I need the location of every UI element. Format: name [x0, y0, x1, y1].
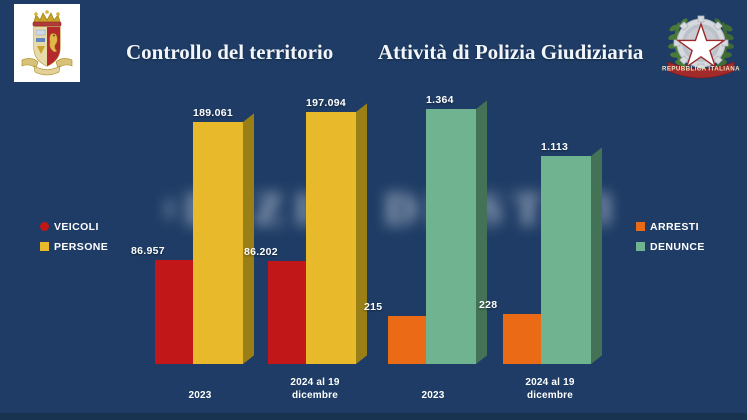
legend-item-persone: PERSONE — [40, 240, 108, 253]
legend-left: VEICOLI PERSONE — [40, 220, 108, 253]
legend-swatch-veicoli-icon — [40, 222, 49, 231]
category-text: 2023 — [188, 390, 212, 401]
bar-denunce-2023: 1.364 — [426, 94, 487, 365]
legend-swatch-arresti-icon — [636, 222, 645, 231]
legend-label-veicoli: VEICOLI — [54, 220, 99, 233]
bar-value-veicoli-2023: 86.957 — [131, 245, 165, 257]
chart-title-right: Attività di Polizia Giudiziaria — [378, 40, 644, 64]
legend-item-denunce: DENUNCE — [636, 240, 705, 253]
svg-text:REPUBBLICA ITALIANA: REPUBBLICA ITALIANA — [662, 66, 740, 73]
bar-persone-2024: 197.094 — [306, 97, 367, 365]
category-label-2023-right: 2023 — [378, 389, 488, 402]
bottom-edge-strip — [0, 413, 747, 420]
bar-value-persone-2023: 189.061 — [193, 107, 234, 119]
chart-controllo-del-territorio: 86.957 189.061 86.202 197.094 2023 — [100, 0, 380, 420]
legend-label-denunce: DENUNCE — [650, 240, 705, 253]
category-text-line2: dicembre — [526, 390, 574, 401]
bar-value-persone-2024: 197.094 — [306, 97, 347, 109]
category-text-line2: dicembre — [291, 390, 339, 401]
category-label-2024-left: 2024 al 19 dicembre — [260, 376, 370, 402]
category-label-2023-left: 2023 — [145, 389, 255, 402]
legend-label-persone: PERSONE — [54, 240, 109, 253]
polizia-di-stato-emblem — [14, 4, 80, 82]
legend-item-veicoli: VEICOLI — [40, 220, 108, 233]
bar-value-arresti-2023: 215 — [364, 301, 383, 313]
legend-label-arresti: ARRESTI — [650, 220, 699, 233]
repubblica-italiana-emblem: REPUBBLICA ITALIANA — [658, 2, 744, 92]
legend-right: ARRESTI DENUNCE — [636, 220, 705, 253]
legend-swatch-denunce-icon — [636, 242, 645, 251]
category-text-line1: 2024 al 19 — [525, 377, 575, 388]
chart-attivita-polizia-giudiziaria: 215 1.364 228 1.113 2023 2024 al — [364, 0, 640, 420]
chart-title-left: Controllo del territorio — [126, 40, 334, 64]
bar-value-veicoli-2024: 86.202 — [244, 246, 278, 258]
bar-value-denunce-2023: 1.364 — [426, 94, 454, 106]
bar-value-arresti-2024: 228 — [479, 299, 498, 311]
bar-denunce-2024: 1.113 — [541, 141, 602, 364]
category-text-line1: 2024 al 19 — [290, 377, 340, 388]
legend-item-arresti: ARRESTI — [636, 220, 705, 233]
legend-swatch-persone-icon — [40, 242, 49, 251]
bar-persone-2023: 189.061 — [193, 107, 254, 365]
category-text: 2023 — [421, 390, 445, 401]
category-label-2024-right: 2024 al 19 dicembre — [495, 376, 605, 402]
bar-value-denunce-2024: 1.113 — [541, 141, 569, 153]
